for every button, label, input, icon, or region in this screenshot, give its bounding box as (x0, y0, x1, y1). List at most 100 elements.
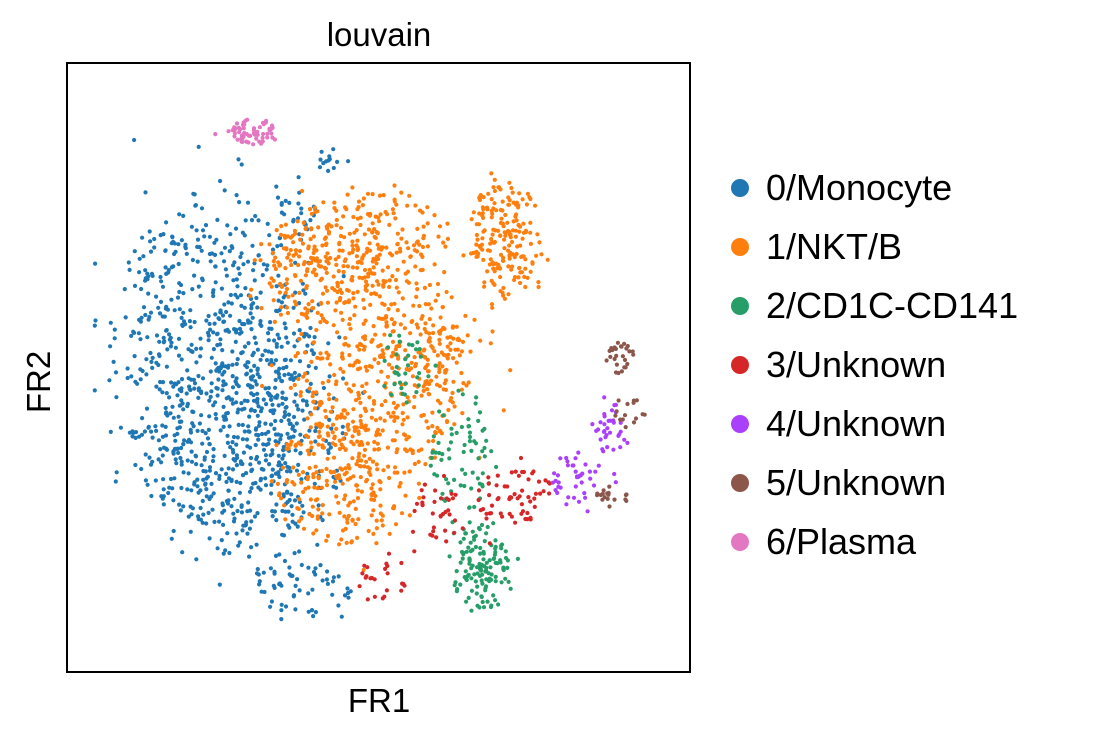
data-point (259, 383, 265, 389)
data-point (430, 345, 435, 350)
data-point (191, 409, 196, 415)
data-point (406, 342, 412, 347)
data-point (286, 294, 291, 299)
data-point (386, 411, 391, 416)
data-point (432, 455, 437, 460)
data-point (470, 563, 475, 568)
data-point (337, 240, 342, 245)
data-point (269, 479, 274, 484)
data-point (404, 367, 409, 372)
data-point (207, 234, 212, 239)
data-point (415, 226, 420, 231)
data-point (331, 147, 336, 152)
data-point (271, 259, 276, 264)
data-point (287, 200, 292, 205)
data-point (477, 561, 482, 567)
data-point (437, 369, 442, 375)
data-point (211, 347, 216, 352)
data-point (234, 193, 239, 198)
data-point (365, 441, 370, 446)
data-point (215, 546, 220, 551)
data-point (226, 488, 231, 493)
data-point (206, 313, 211, 319)
data-point (337, 446, 342, 452)
data-point (564, 455, 569, 461)
data-point (140, 235, 145, 240)
data-point (438, 513, 443, 518)
data-point (334, 217, 339, 223)
data-point (218, 337, 223, 342)
data-point (378, 416, 383, 421)
data-point (362, 426, 367, 431)
data-point (157, 353, 162, 359)
data-point (288, 435, 293, 440)
data-point (360, 255, 365, 260)
data-point (222, 302, 227, 307)
data-point (188, 308, 193, 313)
data-point (486, 475, 491, 480)
data-point (300, 408, 305, 413)
data-point (372, 234, 377, 240)
legend-marker (731, 356, 749, 374)
data-point (171, 528, 176, 534)
data-point (242, 122, 247, 127)
data-point (468, 540, 473, 545)
legend-marker (731, 179, 749, 197)
data-point (146, 274, 151, 279)
data-point (239, 510, 244, 515)
data-point (314, 528, 319, 533)
data-point (378, 480, 383, 485)
data-point (331, 165, 336, 171)
data-point (416, 459, 421, 464)
data-point (270, 467, 275, 472)
data-point (275, 481, 280, 486)
data-point (437, 409, 442, 414)
data-point (137, 270, 142, 275)
data-point (272, 571, 277, 576)
data-point (129, 374, 134, 379)
data-point (459, 424, 464, 430)
data-point (336, 500, 341, 505)
data-point (493, 598, 498, 603)
data-point (157, 311, 163, 316)
data-point (324, 478, 329, 483)
data-point (251, 350, 256, 355)
data-point (208, 259, 213, 264)
data-point (277, 290, 282, 295)
data-point (350, 239, 355, 244)
data-point (248, 455, 254, 461)
data-point (312, 205, 317, 210)
data-point (114, 470, 119, 475)
data-point (441, 473, 447, 479)
data-point (262, 589, 267, 595)
data-point (344, 540, 349, 546)
data-point (243, 286, 248, 291)
data-point (482, 564, 487, 569)
data-point (266, 349, 271, 354)
data-point (327, 441, 332, 446)
data-point (324, 483, 330, 488)
data-point (384, 588, 389, 593)
data-point (349, 439, 354, 444)
data-point (230, 447, 235, 453)
data-point (445, 344, 450, 349)
data-point (358, 464, 363, 469)
data-point (460, 339, 466, 344)
data-point (613, 346, 619, 351)
data-point (268, 394, 274, 399)
data-point (286, 412, 292, 417)
data-point (370, 192, 375, 197)
data-point (375, 379, 381, 384)
data-point (409, 319, 414, 324)
data-point (531, 469, 536, 474)
data-point (625, 401, 630, 407)
data-point (311, 351, 316, 356)
data-point (303, 226, 308, 232)
data-point (489, 278, 494, 283)
data-point (181, 319, 187, 324)
data-point (528, 230, 533, 235)
data-point (160, 390, 165, 395)
data-point (261, 570, 266, 575)
points-layer (92, 117, 647, 622)
data-point (298, 278, 303, 283)
